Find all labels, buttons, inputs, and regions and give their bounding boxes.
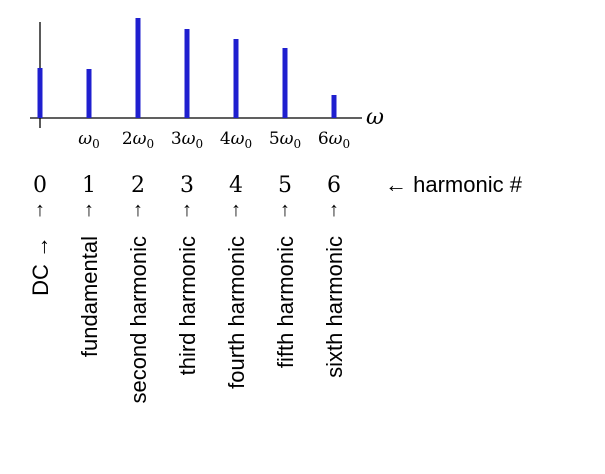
- harmonic-arrow-3: ↑: [182, 199, 192, 221]
- harmonic-number-2: 2: [131, 173, 145, 198]
- spectrum-bars: [37, 18, 337, 118]
- harmonic-number-0: 0: [33, 173, 47, 198]
- harmonic-arrow-1: ↑: [84, 199, 94, 221]
- harmonic-name-3: third harmonic: [175, 236, 200, 375]
- tick-labels: ω0 2ω0 3ω0 4ω0 5ω0 6ω0: [78, 129, 350, 151]
- tick-label-4: 4ω0: [220, 129, 252, 151]
- spectrum-bar-2: [135, 18, 141, 118]
- spectrum-bar-0: [37, 68, 43, 118]
- harmonic-arrow-0: ↑: [35, 199, 45, 221]
- spectrum-bar-5: [282, 48, 288, 118]
- tick-label-5: 5ω0: [269, 129, 301, 151]
- tick-label-6: 6ω0: [318, 129, 350, 151]
- harmonic-name-0: DC →: [28, 236, 53, 296]
- harmonic-arrow-2: ↑: [133, 199, 143, 221]
- harmonic-number-header: ← harmonic #: [385, 172, 523, 197]
- tick-label-1: ω0: [78, 129, 100, 151]
- tick-label-2: 2ω0: [122, 129, 154, 151]
- harmonic-name-4: fourth harmonic: [224, 236, 249, 389]
- spectrum-bar-1: [86, 69, 92, 118]
- harmonic-number-4: 4: [229, 173, 243, 198]
- harmonic-numbers: 0 1 2 3 4 5 6: [33, 173, 341, 198]
- harmonic-arrows: ↑ ↑ ↑ ↑ ↑ ↑ ↑: [35, 199, 339, 221]
- harmonic-number-3: 3: [180, 173, 194, 198]
- harmonic-number-1: 1: [82, 173, 96, 198]
- harmonic-number-5: 5: [278, 173, 292, 198]
- spectrum-bar-4: [233, 39, 239, 118]
- harmonic-names: DC → fundamental second harmonic third harm…: [28, 236, 347, 404]
- x-axis-symbol: ω: [366, 105, 384, 130]
- harmonic-name-5: fifth harmonic: [273, 236, 298, 368]
- harmonic-name-1: fundamental: [77, 236, 102, 357]
- harmonic-name-2: second harmonic: [126, 236, 151, 404]
- harmonic-arrow-5: ↑: [280, 199, 290, 221]
- spectrum-bar-6: [331, 95, 337, 118]
- harmonic-arrow-4: ↑: [231, 199, 241, 221]
- harmonic-arrow-6: ↑: [329, 199, 339, 221]
- harmonic-number-6: 6: [327, 173, 341, 198]
- tick-label-3: 3ω0: [171, 129, 203, 151]
- spectrum-bar-3: [184, 29, 190, 118]
- harmonic-name-6: sixth harmonic: [322, 236, 347, 378]
